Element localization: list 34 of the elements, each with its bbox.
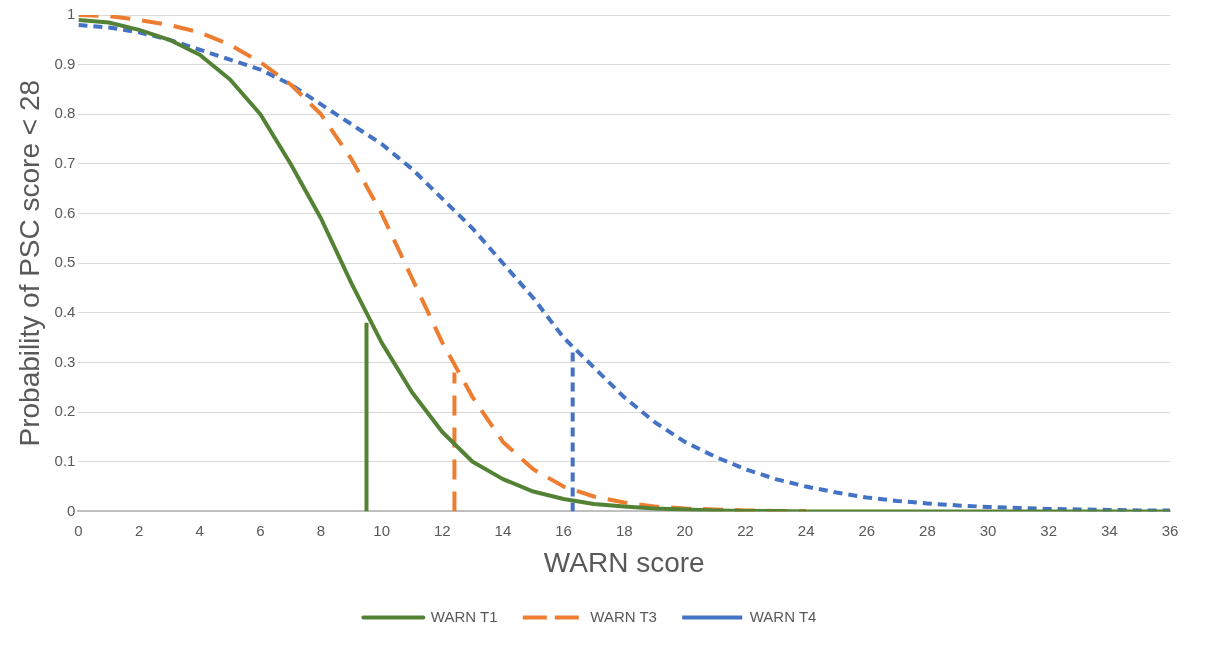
x-tick-label: 6 bbox=[256, 521, 265, 539]
x-tick-label: 8 bbox=[316, 521, 326, 539]
y-tick-label: 0.3 bbox=[54, 352, 76, 370]
y-tick-label: 0.7 bbox=[54, 154, 76, 172]
x-tick-label: 28 bbox=[919, 521, 936, 539]
y-tick-label: 0.6 bbox=[54, 203, 76, 221]
x-tick-label: 4 bbox=[195, 521, 204, 539]
y-tick-label: 0.2 bbox=[54, 402, 76, 420]
legend-label: WARN T1 bbox=[430, 607, 498, 625]
x-tick-label: 22 bbox=[737, 521, 754, 539]
x-tick-label: 16 bbox=[555, 521, 572, 539]
legend-label: WARN T4 bbox=[749, 607, 817, 625]
x-tick-label: 10 bbox=[373, 521, 390, 539]
x-tick-label: 14 bbox=[494, 521, 512, 539]
y-tick-label: 0 bbox=[67, 501, 76, 519]
x-axis-title: WARN score bbox=[543, 546, 705, 578]
x-tick-label: 18 bbox=[615, 521, 633, 539]
y-tick-label: 1 bbox=[67, 5, 76, 23]
x-tick-label: 20 bbox=[676, 521, 694, 539]
y-tick-label: 0.8 bbox=[54, 104, 76, 122]
x-tick-label: 12 bbox=[433, 521, 451, 539]
x-tick-label: 36 bbox=[1161, 521, 1179, 539]
x-tick-label: 32 bbox=[1040, 521, 1058, 539]
y-tick-label: 0.5 bbox=[54, 253, 76, 271]
x-tick-label: 2 bbox=[134, 521, 144, 539]
y-tick-label: 0.9 bbox=[54, 54, 76, 72]
y-axis-title: Probability of PSC score < 28 bbox=[13, 79, 45, 447]
x-tick-label: 24 bbox=[797, 521, 815, 539]
x-tick-label: 26 bbox=[858, 521, 876, 539]
y-tick-label: 0.4 bbox=[54, 302, 76, 320]
x-tick-label: 34 bbox=[1101, 521, 1118, 539]
legend-label: WARN T3 bbox=[590, 607, 657, 625]
x-tick-label: 30 bbox=[979, 521, 997, 539]
y-tick-label: 0.1 bbox=[54, 451, 76, 469]
